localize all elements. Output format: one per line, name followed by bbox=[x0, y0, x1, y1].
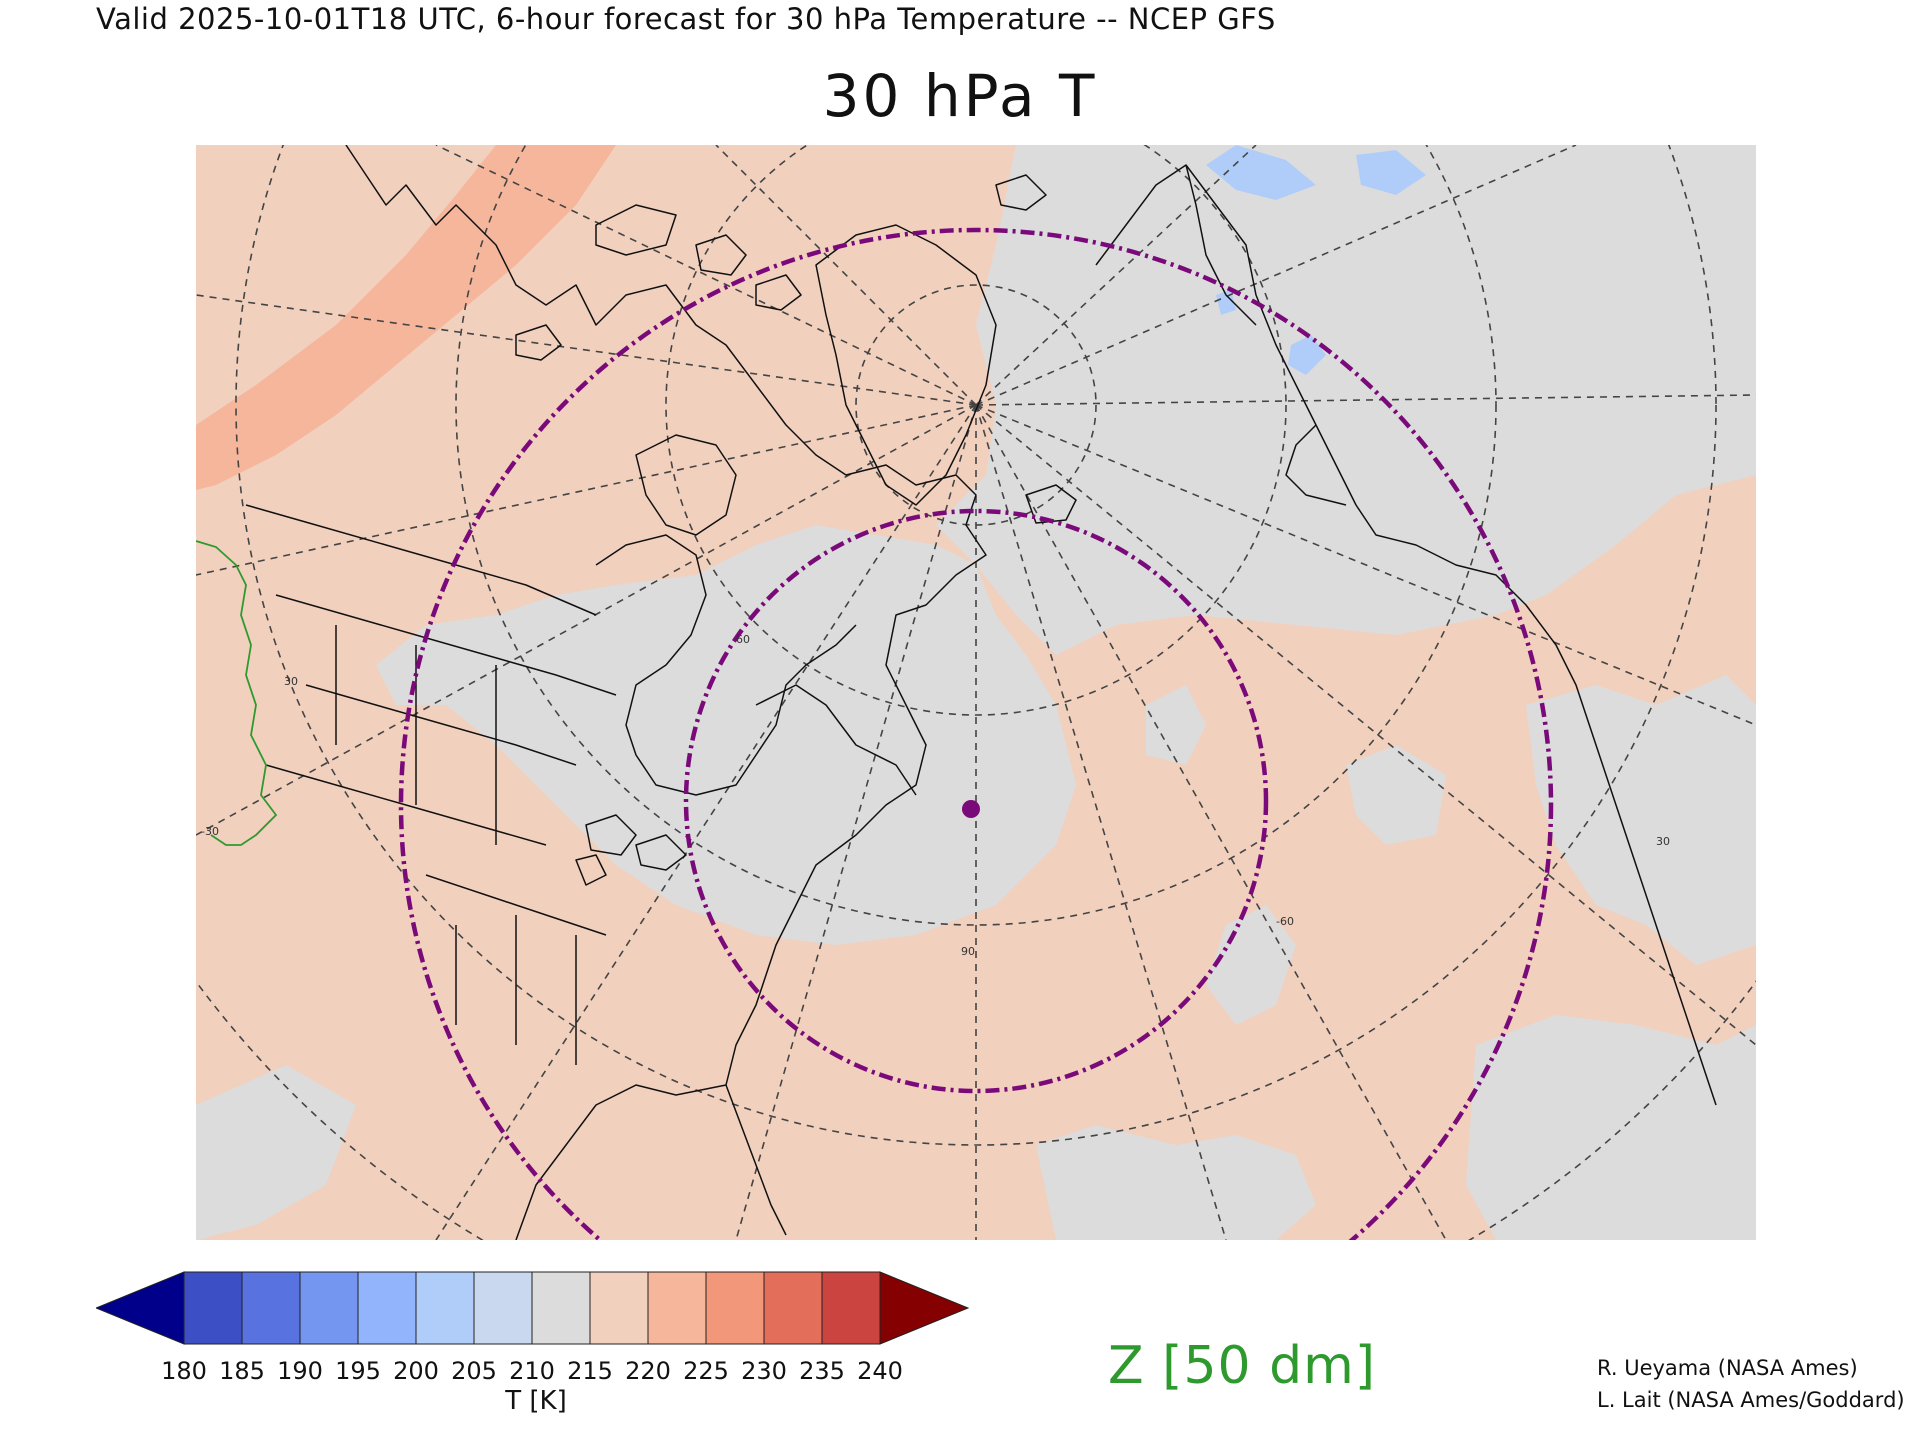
colorbar-swatch bbox=[299, 1271, 359, 1345]
grid-label: 30 bbox=[284, 675, 298, 688]
colorbar-ticks: 180 185 190 195 200 205 210 215 220 225 230 235 240 bbox=[0, 1357, 1000, 1387]
colorbar-tick-label: 220 bbox=[625, 1357, 671, 1385]
colorbar-swatch bbox=[183, 1271, 243, 1345]
colorbar-swatch bbox=[241, 1271, 301, 1345]
colorbar-arrow-low bbox=[94, 1271, 185, 1345]
colorbar-tick-label: 240 bbox=[857, 1357, 903, 1385]
z-contour-line bbox=[196, 540, 278, 846]
colorbar-swatch bbox=[415, 1271, 475, 1345]
colorbar bbox=[94, 1270, 976, 1354]
grid-labels: 30 60 90 -60 30 -30 bbox=[201, 633, 1670, 958]
colorbar-tick-label: 210 bbox=[509, 1357, 555, 1385]
grid-label: -60 bbox=[1276, 915, 1294, 928]
cool-patches bbox=[1206, 145, 1426, 375]
grid-label: 90 bbox=[961, 945, 975, 958]
colorbar-tick-label: 195 bbox=[335, 1357, 381, 1385]
colorbar-tick-label: 205 bbox=[451, 1357, 497, 1385]
colorbar-swatch bbox=[589, 1271, 649, 1345]
credit-line: R. Ueyama (NASA Ames) bbox=[1597, 1356, 1858, 1380]
temperature-map: 30 60 90 -60 30 -30 bbox=[196, 145, 1756, 1240]
contour-legend: Z [50 dm] bbox=[1108, 1336, 1377, 1396]
credit-line: L. Lait (NASA Ames/Goddard) bbox=[1597, 1388, 1905, 1412]
colorbar-tick-label: 235 bbox=[799, 1357, 845, 1385]
forecast-header: Valid 2025-10-01T18 UTC, 6-hour forecast… bbox=[96, 2, 1276, 36]
colorbar-tick-label: 215 bbox=[567, 1357, 613, 1385]
location-marker bbox=[962, 800, 980, 818]
grid-label: -30 bbox=[201, 825, 219, 838]
grid-label: 30 bbox=[1656, 835, 1670, 848]
warm-streak bbox=[196, 145, 616, 490]
colorbar-tick-label: 185 bbox=[219, 1357, 265, 1385]
colorbar-arrow-high bbox=[879, 1271, 970, 1345]
colorbar-swatch bbox=[531, 1271, 591, 1345]
colorbar-swatch bbox=[473, 1271, 533, 1345]
colorbar-swatch bbox=[821, 1271, 881, 1345]
colorbar-swatch bbox=[705, 1271, 765, 1345]
map-title: 30 hPa T bbox=[822, 62, 1098, 130]
purple-contours bbox=[398, 227, 1554, 1240]
colorbar-swatch bbox=[647, 1271, 707, 1345]
colorbar-tick-label: 180 bbox=[161, 1357, 207, 1385]
colorbar-tick-label: 225 bbox=[683, 1357, 729, 1385]
colorbar-tick-label: 200 bbox=[393, 1357, 439, 1385]
grid-label: 60 bbox=[736, 633, 750, 646]
colorbar-tick-label: 190 bbox=[277, 1357, 323, 1385]
colorbar-swatch bbox=[357, 1271, 417, 1345]
colorbar-swatch bbox=[763, 1271, 823, 1345]
colorbar-label: T [K] bbox=[505, 1386, 567, 1416]
colorbar-tick-label: 230 bbox=[741, 1357, 787, 1385]
credits: R. Ueyama (NASA Ames) L. Lait (NASA Ames… bbox=[1597, 1352, 1905, 1416]
lat-lon-grid bbox=[196, 145, 1756, 1240]
